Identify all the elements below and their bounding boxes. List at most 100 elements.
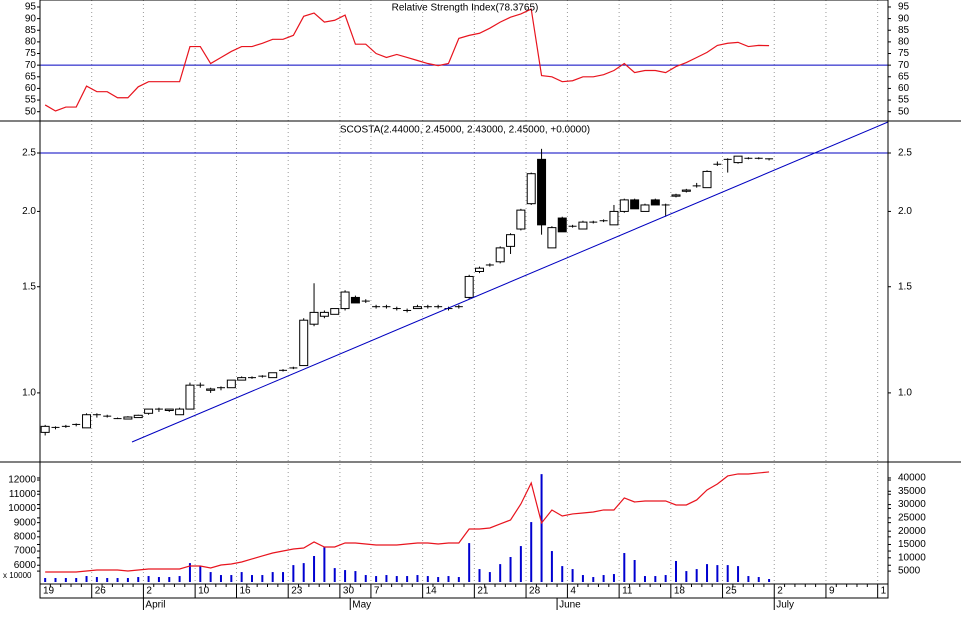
y-tick-label: 2.0: [22, 206, 36, 217]
y-tick-label-right: 75: [898, 48, 910, 59]
rsi-title: Relative Strength Index(78.3765): [392, 3, 539, 14]
candle-body: [650, 199, 660, 206]
y-tick-label-right: 90: [898, 13, 910, 24]
y-tick-label-right: 10000: [898, 552, 926, 563]
y-tick-label-right: 65: [898, 71, 910, 82]
candle-body: [733, 155, 743, 164]
price-title: SCOSTA(2.44000, 2.45000, 2.43000, 2.4500…: [340, 125, 590, 136]
month-label: July: [776, 600, 794, 611]
y-tick-label-right: 25000: [898, 513, 926, 524]
candle-body: [309, 311, 319, 325]
y-tick-label-right: 35000: [898, 486, 926, 497]
y-tick-label-right: 55: [898, 95, 910, 106]
candle-body: [175, 408, 185, 416]
y-tick-label: 11000: [9, 489, 37, 500]
candle-body: [547, 227, 557, 249]
y-tick-label-right: 15000: [898, 539, 926, 550]
x-tick-label: 30: [343, 586, 355, 597]
y-tick-label: 8000: [14, 531, 37, 542]
line-series: [44, 8, 770, 112]
candle-body: [350, 296, 360, 304]
candle-body: [640, 204, 650, 212]
candle-body: [412, 306, 422, 310]
x-tick-label: 7: [374, 586, 380, 597]
month-label: June: [559, 600, 581, 611]
y-tick-label-right: 50: [898, 106, 910, 117]
candle-body: [82, 414, 92, 429]
y-tick-label: 6000: [14, 560, 37, 571]
candle-body: [340, 291, 350, 310]
y-tick-label: 70: [25, 60, 37, 71]
candle-body: [578, 221, 588, 230]
x-tick-label: 11: [622, 586, 633, 597]
x-tick-label: 18: [674, 586, 686, 597]
y-tick-label-right: 40000: [898, 473, 926, 484]
candle-body: [144, 408, 154, 414]
y-tick-label-right: 85: [898, 25, 910, 36]
candle-body: [185, 384, 195, 410]
trend-line: [131, 121, 889, 443]
y-tick-label: 50: [25, 106, 37, 117]
y-tick-label: 12000: [8, 475, 36, 486]
candle-body: [319, 311, 329, 317]
candle-body: [526, 173, 536, 205]
y-tick-label: 10000: [8, 503, 36, 514]
x-tick-label: 23: [291, 586, 303, 597]
candle-body: [123, 416, 133, 420]
candle-body: [299, 319, 309, 367]
x-tick-label: 28: [529, 586, 541, 597]
y-tick-label: 85: [25, 25, 37, 36]
x-tick-label: 4: [570, 586, 576, 597]
candle-body: [619, 199, 629, 212]
candle-body: [133, 414, 143, 419]
y-tick-label-right: 5000: [898, 566, 921, 577]
x-tick-label: 2: [777, 586, 783, 597]
x-tick-label: 1: [881, 586, 887, 597]
y-tick-label: 75: [25, 48, 37, 59]
candle-body: [206, 388, 216, 391]
y-tick-label-right: 2.0: [898, 206, 912, 217]
candle-body: [506, 234, 516, 247]
y-tick-label: 60: [25, 83, 37, 94]
line-series: [45, 471, 770, 573]
candle-body: [671, 194, 681, 197]
y-tick-label: 90: [25, 13, 37, 24]
y-tick-label-right: 95: [898, 2, 910, 13]
y-tick-label-right: 60: [898, 83, 910, 94]
x-tick-label: 19: [43, 586, 55, 597]
y-tick-label: 1.5: [22, 281, 36, 292]
x-tick-label: 10: [198, 586, 210, 597]
x-tick-label: 16: [239, 586, 251, 597]
candle-body: [537, 158, 547, 226]
y-tick-label-right: 1.0: [898, 388, 912, 399]
y-tick-label: 55: [25, 95, 37, 106]
unit-label: x 10000: [3, 571, 32, 580]
candle-body: [702, 170, 712, 189]
candle-body: [609, 210, 619, 226]
y-tick-label-right: 1.5: [898, 281, 912, 292]
candle-body: [268, 372, 278, 379]
candle-body: [226, 379, 236, 389]
plot-frame: [39, 0, 889, 599]
y-tick-label: 65: [25, 71, 37, 82]
x-tick-label: 21: [477, 586, 489, 597]
candle-body: [164, 408, 174, 411]
candle-body: [464, 275, 474, 298]
y-tick-label-right: 80: [898, 37, 910, 48]
marks-layer: [40, 8, 888, 582]
x-tick-label: 25: [726, 586, 738, 597]
y-tick-label: 1.0: [22, 388, 36, 399]
candle-body: [681, 189, 691, 192]
candle-body: [495, 247, 505, 263]
y-tick-label: 80: [25, 37, 37, 48]
y-tick-label: 7000: [14, 546, 37, 557]
grid-layer: [37, 0, 891, 610]
month-label: April: [145, 600, 165, 611]
y-tick-label-right: 20000: [898, 526, 926, 537]
y-tick-label: 95: [25, 2, 37, 13]
x-tick-label: 2: [146, 586, 152, 597]
y-tick-label: 2.5: [22, 148, 36, 159]
month-label: May: [352, 600, 371, 611]
